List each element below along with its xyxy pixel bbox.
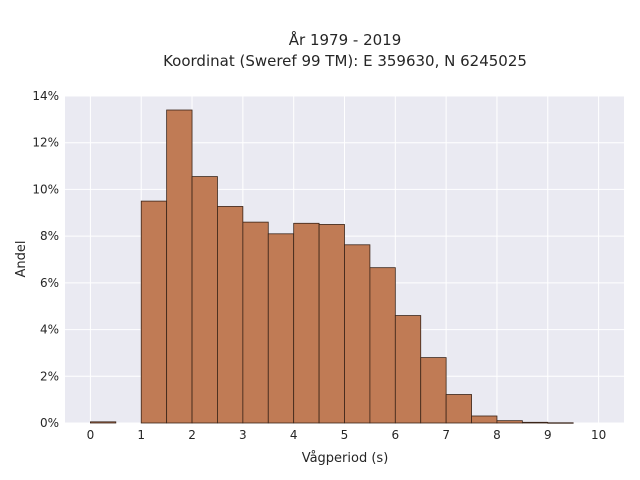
y-tick-label: 0% [40,416,59,430]
histogram-bar [521,421,549,424]
histogram-bar [445,394,472,424]
x-axis-ticks: 0 1 2 3 4 5 6 7 8 9 10 [87,428,607,442]
y-tick-label: 6% [40,276,59,290]
x-tick-label: 5 [341,428,349,442]
x-tick-label: 3 [239,428,247,442]
x-tick-label: 2 [188,428,196,442]
histogram-bar [267,233,295,424]
histogram-bar [242,221,269,424]
x-tick-label: 10 [591,428,606,442]
histogram-bar [344,244,371,424]
chart-title: År 1979 - 2019 [289,30,402,49]
x-tick-label: 7 [442,428,450,442]
x-axis-label: Vågperiod (s) [302,451,389,466]
y-tick-label: 2% [40,369,59,383]
histogram-bar [293,222,320,424]
y-tick-label: 12% [32,136,59,150]
bars-group [90,109,574,424]
x-tick-label: 1 [137,428,145,442]
histogram-bar [547,422,574,424]
histogram-bar [369,267,396,424]
x-tick-label: 0 [87,428,95,442]
histogram-bar [140,200,168,424]
x-tick-label: 6 [391,428,399,442]
y-axis-label: Andel [14,241,29,278]
x-tick-label: 4 [290,428,298,442]
x-tick-label: 9 [544,428,552,442]
chart-subtitle: Koordinat (Sweref 99 TM): E 359630, N 62… [163,52,527,70]
histogram-bar [394,315,422,424]
histogram-bar [471,415,498,424]
x-tick-label: 8 [493,428,501,442]
histogram-bar [166,109,193,424]
y-tick-label: 10% [32,182,59,196]
histogram-bar [217,206,244,424]
histogram-bar [496,420,523,424]
histogram-bar [90,421,117,424]
histogram-bar [318,224,345,424]
y-tick-label: 14% [32,89,59,103]
histogram-bar [420,357,447,424]
y-axis-ticks: 0% 2% 4% 6% 8% 10% 12% 14% [32,89,59,430]
histogram-bar [191,176,218,424]
y-tick-label: 4% [40,323,59,337]
y-tick-label: 8% [40,229,59,243]
